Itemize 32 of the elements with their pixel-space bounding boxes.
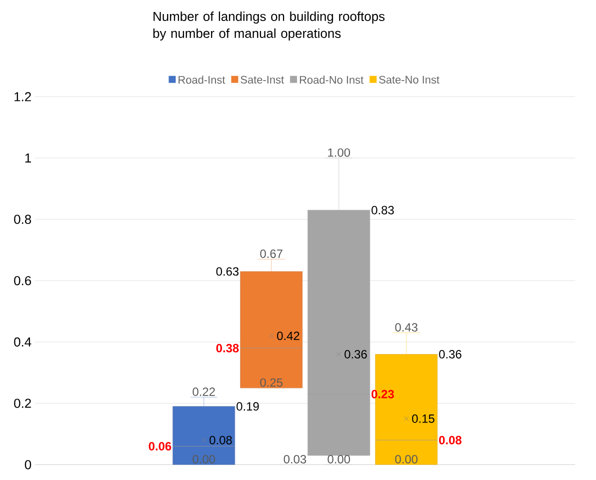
y-tick-label: 0.2	[14, 398, 31, 408]
annotation: 0.00	[395, 454, 418, 464]
legend-label: Sate-No Inst	[379, 76, 440, 84]
y-tick-label: 0.4	[14, 337, 32, 347]
annotation: 0.83	[372, 206, 394, 214]
annotation: 0.00	[328, 454, 350, 464]
annotation: 1.00	[328, 148, 350, 157]
legend-label: Road-Inst	[178, 76, 226, 84]
y-tick-label: 1.2	[14, 92, 31, 102]
annotation: 0.43	[395, 323, 418, 332]
annotation: 0.08	[210, 436, 232, 444]
annotation: 0.06	[148, 442, 172, 450]
annotation: 0.25	[260, 378, 282, 387]
legend-label: Road-No Inst	[300, 76, 364, 84]
annotation: 0.67	[260, 250, 282, 258]
annotation: 0.19	[236, 402, 259, 411]
y-tick-label: 0.8	[14, 214, 32, 224]
legend-label: Sate-Inst	[240, 76, 284, 84]
annotation: 0.22	[192, 388, 215, 396]
annotation: 0.36	[344, 350, 367, 358]
annotation: 0.38	[216, 344, 239, 352]
annotation: 0.63	[216, 267, 239, 276]
chart-title: Number of landings on building rooftops by number of manual operations	[153, 12, 385, 41]
y-tick-label: 0.6	[14, 276, 32, 286]
y-tick-label: 0	[24, 460, 32, 470]
annotation: 0.15	[412, 414, 434, 423]
y-tick-label: 1	[25, 154, 31, 162]
annotation: 0.36	[439, 350, 462, 358]
annotation: 0.08	[439, 436, 462, 444]
annotation: 0.42	[277, 332, 300, 340]
annotation: 0.03	[284, 454, 306, 464]
annotation: 0.00	[192, 454, 216, 464]
